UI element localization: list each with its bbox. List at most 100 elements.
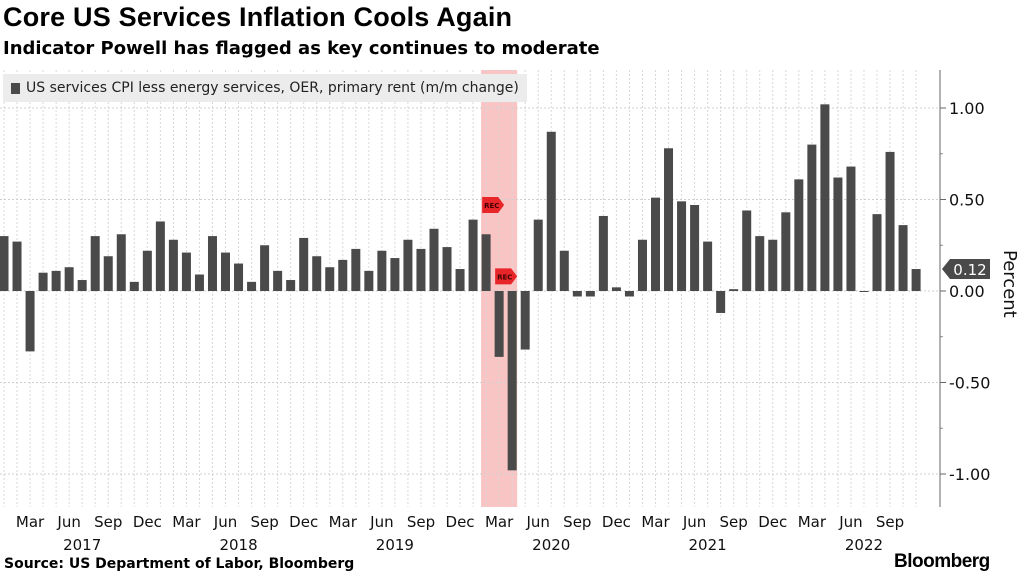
x-tick-label: Jun (526, 513, 550, 531)
bar (546, 131, 556, 291)
bar (833, 177, 843, 291)
x-tick-label: Sep (250, 513, 278, 531)
bar (194, 274, 204, 291)
bar (624, 291, 634, 297)
recession-marker-label: REC (497, 273, 512, 281)
bar (247, 281, 257, 291)
bar (664, 148, 674, 291)
bar (142, 250, 152, 291)
bar (260, 245, 270, 291)
x-tick-label: Jun (56, 513, 80, 531)
chart-title: Core US Services Inflation Cools Again (3, 2, 513, 32)
x-tick-label: Mar (172, 513, 201, 531)
bar (533, 219, 543, 291)
bar (168, 239, 178, 291)
bar (351, 248, 361, 291)
x-year-label: 2019 (376, 536, 414, 554)
bar (286, 280, 296, 291)
y-axis-label: Percent (999, 250, 1020, 318)
x-year-label: 2017 (63, 536, 101, 554)
legend: US services CPI less energy services, OE… (3, 74, 527, 102)
bar (898, 225, 908, 291)
bar (716, 291, 726, 313)
x-tick-label: Mar (485, 513, 514, 531)
x-tick-label: Sep (720, 513, 748, 531)
x-tick-label: Mar (798, 513, 827, 531)
bloomberg-logo: Bloomberg (894, 551, 990, 572)
y-tick-label: 0.50 (949, 191, 985, 210)
bar (364, 270, 374, 291)
bar (325, 267, 335, 291)
bar (768, 239, 778, 291)
bar (598, 215, 608, 291)
x-tick-label: Dec (602, 513, 631, 531)
bar (403, 239, 413, 291)
bar (338, 259, 348, 291)
bar (116, 234, 126, 291)
x-tick-label: Dec (758, 513, 787, 531)
recession-marker (482, 196, 505, 213)
bar (820, 104, 830, 291)
bar (90, 236, 100, 291)
bar (155, 221, 165, 291)
bar (207, 236, 217, 291)
x-tick-label: Mar (329, 513, 358, 531)
bar (273, 270, 283, 291)
y-tick-label: 0.00 (949, 282, 985, 301)
y-tick-label: 1.00 (949, 99, 985, 118)
x-year-label: 2021 (689, 536, 727, 554)
recession-marker-label: REC (484, 202, 499, 210)
bar (234, 263, 244, 291)
x-year-label: 2020 (532, 536, 570, 554)
bar (885, 151, 895, 291)
bar (690, 204, 700, 291)
x-tick-label: Jun (369, 513, 393, 531)
bar (729, 289, 739, 291)
x-year-label: 2022 (845, 536, 883, 554)
bar (572, 291, 582, 297)
bar (129, 281, 139, 291)
bar (755, 236, 765, 291)
x-tick-label: Dec (133, 513, 162, 531)
bar (794, 179, 804, 291)
bar (181, 252, 191, 291)
bar (611, 287, 621, 291)
last-value-label: 0.12 (953, 261, 986, 279)
bar (38, 272, 48, 291)
bar (494, 291, 504, 357)
bar (677, 201, 687, 291)
bar (416, 248, 426, 291)
x-tick-label: Mar (16, 513, 45, 531)
bar (585, 291, 595, 297)
last-value-tag (942, 259, 990, 280)
bar (77, 280, 87, 291)
chart-subtitle: Indicator Powell has flagged as key cont… (3, 38, 600, 59)
bar (221, 252, 231, 291)
x-tick-label: Jun (838, 513, 862, 531)
x-tick-label: Jun (682, 513, 706, 531)
x-tick-label: Jun (213, 513, 237, 531)
x-tick-label: Sep (563, 513, 591, 531)
bar (559, 250, 569, 291)
bar (25, 291, 35, 352)
bar (637, 239, 647, 291)
bar (51, 270, 61, 291)
bar (0, 236, 9, 291)
source-note: Source: US Department of Labor, Bloomber… (4, 556, 355, 572)
bar (64, 267, 74, 291)
bar (442, 247, 452, 291)
bar (390, 258, 400, 291)
x-year-label: 2018 (219, 536, 257, 554)
bar (703, 241, 713, 291)
bar (872, 214, 882, 291)
bar (846, 166, 856, 291)
x-tick-label: Dec (446, 513, 475, 531)
bar (468, 219, 478, 291)
bar (911, 269, 921, 291)
bar (742, 210, 752, 291)
bar (429, 228, 439, 291)
bar (455, 269, 465, 291)
bar (507, 291, 517, 471)
bar (103, 256, 113, 291)
